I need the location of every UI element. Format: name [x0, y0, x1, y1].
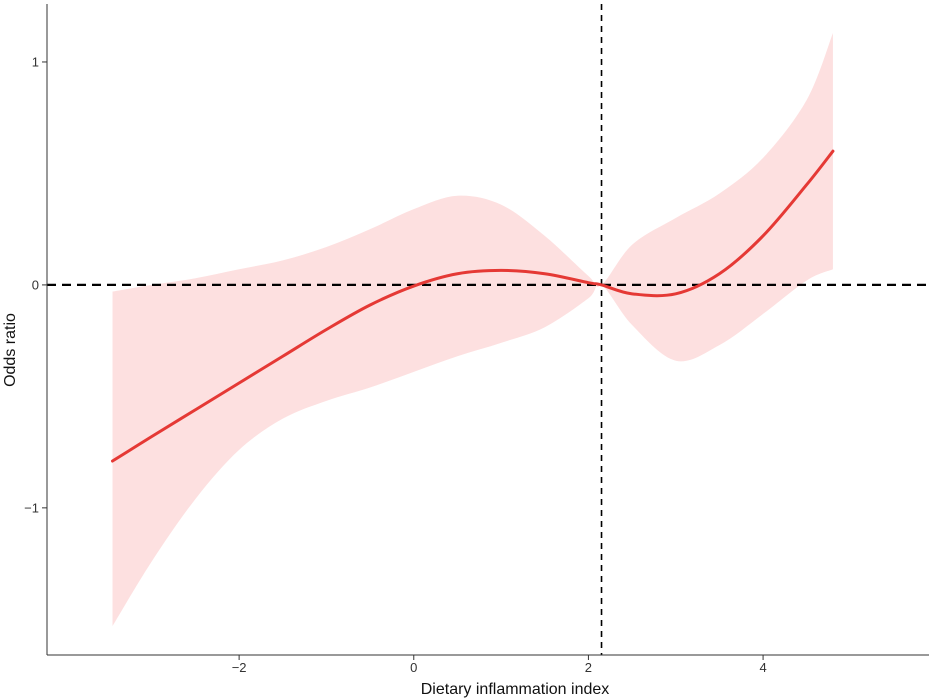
line-layer — [111, 149, 835, 463]
y-axis-title: Odds ratio — [2, 313, 19, 387]
x-tick-label: 4 — [759, 660, 766, 675]
x-tick-label: 2 — [585, 660, 592, 675]
series-line — [111, 149, 835, 463]
confidence-band-layer — [112, 32, 833, 627]
y-tick-label: 0 — [32, 277, 39, 292]
y-tick-label: 1 — [32, 54, 39, 69]
x-tick-label: 0 — [410, 660, 417, 675]
x-axis-title: Dietary inflammation index — [421, 681, 610, 698]
confidence-band — [112, 32, 833, 627]
y-tick-label: −1 — [24, 500, 39, 515]
x-tick-label: −2 — [232, 660, 247, 675]
axes-layer: −2 0 2 4 −1 0 1 — [24, 4, 929, 675]
reference-lines-layer — [47, 4, 929, 655]
